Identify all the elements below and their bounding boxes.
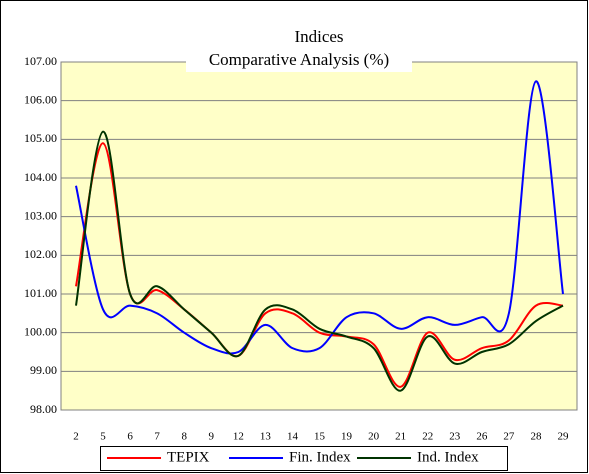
lines (75, 80, 564, 392)
x-tick-label: 23 (449, 431, 461, 443)
x-tick-label: 9 (209, 431, 215, 443)
legend-label: TEPIX (167, 449, 210, 465)
legend-label: Ind. Index (417, 449, 479, 465)
legend-label: Fin. Index (289, 449, 351, 465)
y-tick-label: 103.00 (24, 208, 57, 222)
y-tick-label: 107.00 (24, 54, 57, 68)
y-tick-label: 106.00 (24, 92, 57, 106)
x-tick-label: 27 (503, 431, 515, 443)
legend-items: TEPIX Fin. Index Ind. Index (107, 449, 479, 465)
x-tick-label: 12 (233, 431, 244, 443)
x-tick-label: 28 (530, 431, 542, 443)
y-tick-label: 100.00 (24, 324, 57, 338)
x-tick-label: 26 (476, 431, 488, 443)
x-tick-label: 13 (260, 431, 272, 443)
x-tick-label: 22 (422, 431, 433, 443)
y-tick-label: 105.00 (24, 131, 57, 145)
series-line (75, 80, 564, 355)
x-tick-label: 14 (287, 431, 299, 443)
legend (100, 446, 508, 471)
y-tick-label: 104.00 (24, 170, 57, 184)
x-tick-label: 20 (368, 431, 380, 443)
x-tick-label: 2 (73, 431, 79, 443)
x-tick-label: 19 (341, 431, 353, 443)
x-tick-label: 15 (314, 431, 326, 443)
x-tick-label: 21 (395, 431, 406, 443)
x-tick-label: 7 (154, 431, 160, 443)
x-tick-label: 5 (100, 431, 106, 443)
y-tick-label: 99.00 (30, 363, 57, 377)
x-tick-label: 8 (181, 431, 187, 443)
plot-area (60, 61, 578, 411)
y-tick-label: 102.00 (24, 247, 57, 261)
x-tick-label: 6 (127, 431, 133, 443)
y-tick-label: 98.00 (30, 402, 57, 416)
series-line (75, 130, 564, 392)
chart-title: Indices (294, 27, 343, 46)
x-tick-label: 29 (558, 431, 570, 443)
chart-subtitle: Comparative Analysis (%) (209, 50, 389, 69)
subtitle-bg (186, 50, 412, 72)
y-tick-label: 101.00 (24, 286, 57, 300)
